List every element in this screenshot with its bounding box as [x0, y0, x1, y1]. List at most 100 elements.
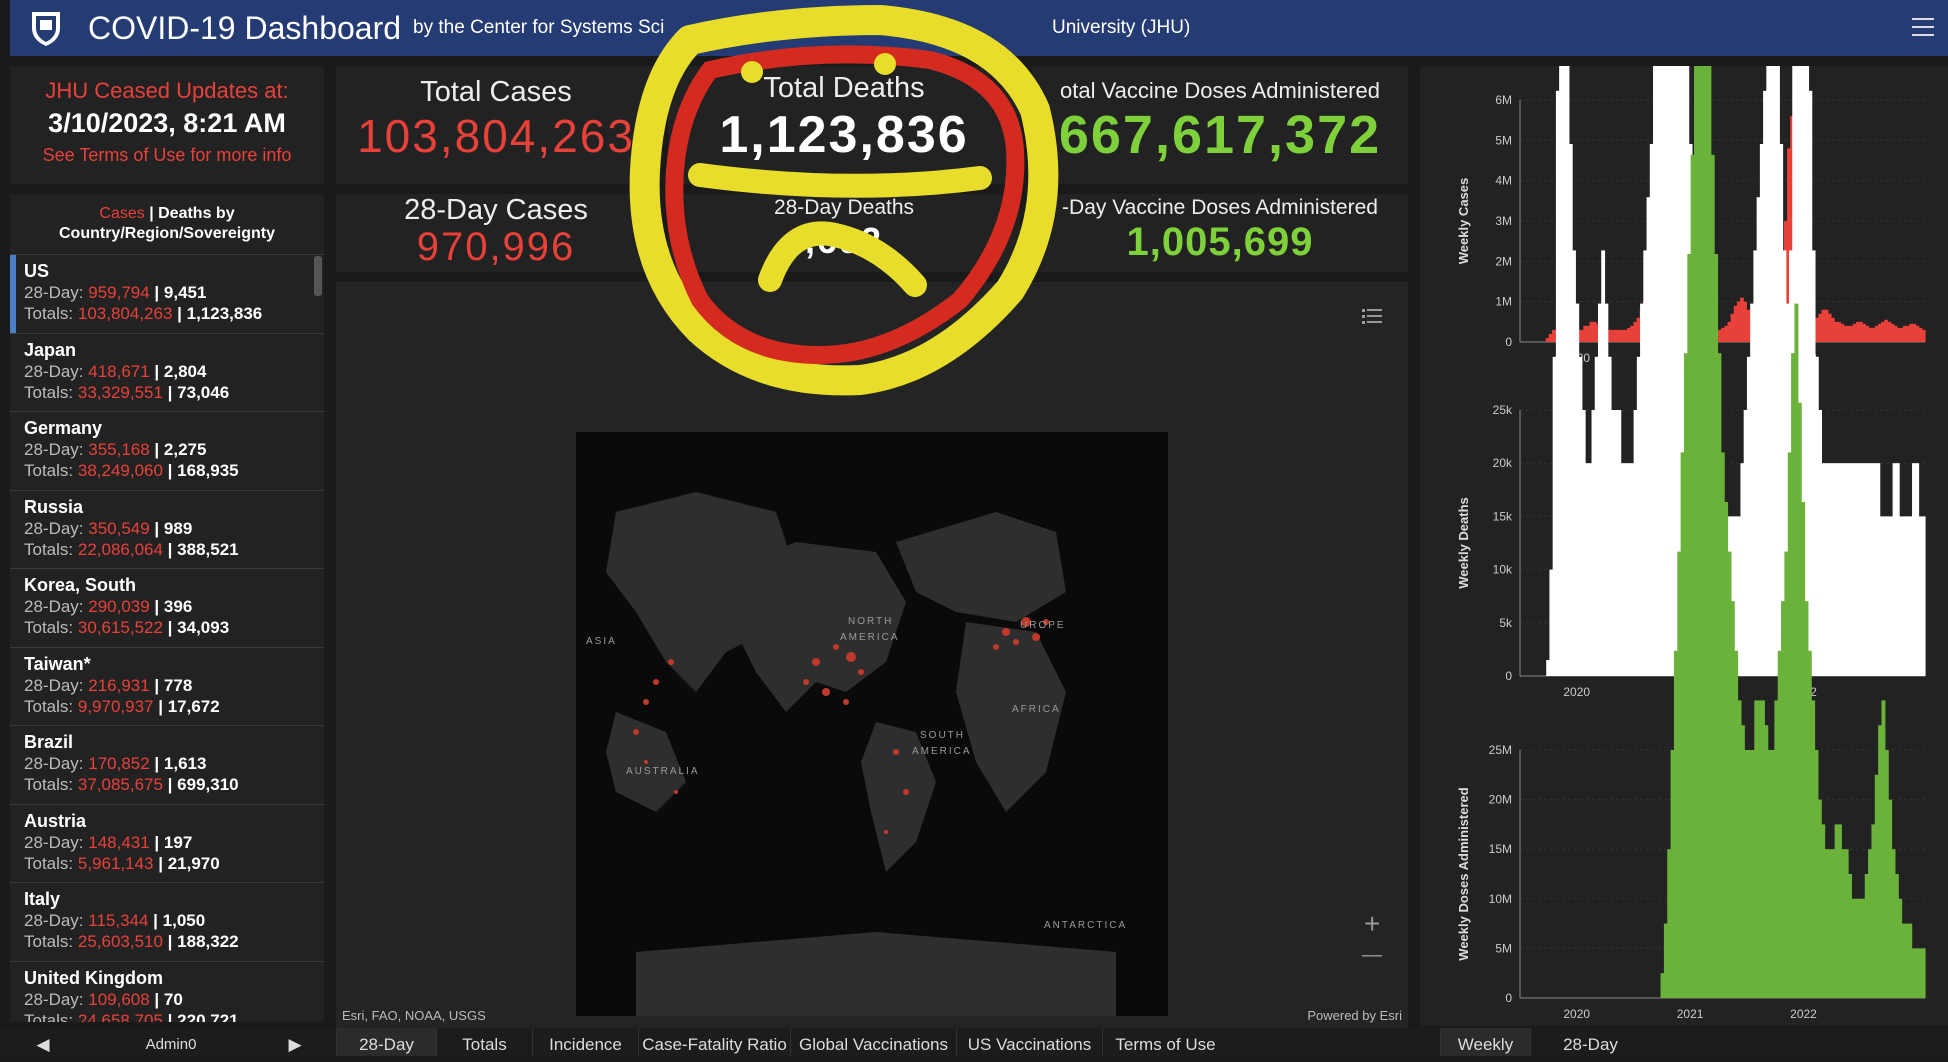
- tab-terms-of-use[interactable]: Terms of Use: [1102, 1028, 1228, 1056]
- bar: [1790, 116, 1794, 342]
- bar: [1864, 874, 1869, 998]
- y-axis-label: Weekly Cases: [1456, 178, 1471, 265]
- tab-global-vaccinations[interactable]: Global Vaccinations: [790, 1028, 956, 1056]
- bar: [1545, 337, 1550, 342]
- bar: [1672, 0, 1677, 676]
- list-scrollbar[interactable]: [314, 256, 322, 296]
- bar: [1840, 463, 1845, 676]
- bar: [1721, 327, 1725, 342]
- bar: [1757, 700, 1762, 998]
- list-item[interactable]: Russia 28-Day: 350,549 | 989 Totals: 22,08…: [10, 489, 324, 569]
- country-list-panel: Cases | Deaths by Country/Region/Soverei…: [10, 194, 324, 1022]
- country-name: Italy: [24, 889, 61, 909]
- bar: [1614, 329, 1619, 342]
- d28-cases: 170,852: [88, 754, 150, 773]
- prev-page-button[interactable]: ◀: [36, 1035, 50, 1054]
- total-deaths: 220,721: [177, 1010, 239, 1023]
- map-label-america: AMERICA: [840, 632, 900, 643]
- bar: [1904, 923, 1909, 998]
- terms-link[interactable]: See Terms of Use for more info: [42, 145, 292, 165]
- bar: [1908, 516, 1913, 676]
- d28-cases-box: 28-Day Cases 970,996: [336, 194, 656, 272]
- next-page-button[interactable]: ▶: [288, 1035, 302, 1054]
- chart-2[interactable]: 0 5M 10M 15M 20M 25M Weekly Doses Administered…: [1456, 0, 1926, 1021]
- bar: [1888, 799, 1893, 998]
- list-item[interactable]: US 28-Day: 959,794 | 9,451 Totals: 103,804…: [10, 254, 324, 333]
- tab-us-vaccinations[interactable]: US Vaccinations: [956, 1028, 1102, 1056]
- zoom-in-button[interactable]: +: [1364, 908, 1381, 939]
- total-cases: 37,085,675: [77, 775, 163, 794]
- bar: [1868, 849, 1873, 998]
- bar: [1794, 303, 1799, 999]
- chart-tab-28-day[interactable]: 28-Day: [1530, 1028, 1650, 1056]
- map-credit-right[interactable]: Powered by Esri: [1307, 1008, 1402, 1023]
- total-cases: 30,615,522: [77, 618, 163, 637]
- bar: [1866, 463, 1871, 676]
- total-cases: 33,329,551: [77, 382, 163, 402]
- bar: [1814, 750, 1819, 998]
- bar: [1771, 750, 1775, 998]
- bar: [1730, 601, 1735, 998]
- bar: [1894, 874, 1899, 998]
- tab-case-fatality-ratio[interactable]: Case-Fatality Ratio: [638, 1028, 790, 1056]
- tab-28-day[interactable]: 28-Day: [336, 1028, 436, 1056]
- sep: |: [162, 461, 178, 480]
- bar: [1892, 463, 1897, 676]
- bar: [1807, 650, 1812, 998]
- tab-totals[interactable]: Totals: [436, 1028, 532, 1056]
- bar: [1659, 0, 1664, 677]
- sep: |: [149, 518, 164, 538]
- country-name: Brazil: [24, 732, 74, 752]
- sep: |: [162, 932, 178, 951]
- total-deaths: 388,521: [177, 539, 239, 559]
- total-vaccine-value: 667,617,372: [1058, 105, 1382, 165]
- zoom-out-button[interactable]: —: [1362, 944, 1382, 966]
- bar: [1617, 329, 1622, 342]
- charts-svg: 0 1M 2M 3M 4M 5M 6M Weekly Cases 2020 2021 2022 0 5k…: [1456, 0, 1926, 1021]
- bar: [1608, 329, 1613, 342]
- bar: [1874, 325, 1879, 342]
- total-deaths: 21,970: [167, 853, 220, 873]
- bar: [1744, 750, 1749, 998]
- bar: [1817, 799, 1822, 998]
- bar: [1899, 516, 1903, 676]
- list-item[interactable]: Taiwan* 28-Day: 216,931 | 778 Totals: 9,97…: [10, 646, 324, 726]
- world-map[interactable]: NORTH AMERICA ASIA UROPE AFRICA SOUTH AM…: [576, 432, 1168, 1016]
- total-cases: 22,086,064: [77, 539, 163, 559]
- list-item[interactable]: Japan 28-Day: 418,671 | 2,804 Totals: 33,3…: [10, 332, 324, 412]
- bar: [1915, 325, 1920, 342]
- bar: [1808, 90, 1813, 677]
- total-vaccine-box: otal Vaccine Doses Administered 667,617,…: [1032, 66, 1408, 184]
- admin-level-label: Admin0: [145, 1036, 197, 1053]
- list-item[interactable]: Austria 28-Day: 148,431 | 197 Totals: 5,96…: [10, 803, 324, 883]
- list-item[interactable]: United Kingdom 28-Day: 109,608 | 70 Totals…: [10, 960, 324, 1023]
- tab-incidence[interactable]: Incidence: [532, 1028, 638, 1056]
- menu-icon[interactable]: [1912, 18, 1934, 38]
- bar: [1597, 303, 1602, 676]
- x-tick-label: 2022: [1790, 1007, 1817, 1021]
- bar: [1905, 516, 1910, 676]
- bar: [1730, 313, 1735, 342]
- bar: [1921, 948, 1926, 998]
- bar: [1591, 410, 1596, 676]
- bar: [1898, 898, 1903, 998]
- sep: |: [149, 361, 164, 381]
- bar: [1784, 551, 1789, 998]
- map-label-antarctica: ANTARCTICA: [1044, 920, 1127, 931]
- d28-label: 28-Day:: [24, 989, 89, 1009]
- y-tick-label: 0: [1505, 991, 1512, 1005]
- list-icon[interactable]: [1362, 308, 1382, 326]
- total-vaccine-label: otal Vaccine Doses Administered: [1060, 78, 1380, 103]
- list-item[interactable]: Germany 28-Day: 355,168 | 2,275 Totals: 38…: [10, 411, 324, 490]
- chart-tab-weekly[interactable]: Weekly: [1440, 1028, 1530, 1056]
- sep: |: [148, 911, 163, 930]
- bar: [1878, 725, 1883, 998]
- list-item[interactable]: Italy 28-Day: 115,344 | 1,050 Totals: 25,6…: [10, 882, 324, 961]
- bar: [1630, 463, 1635, 676]
- total-cases: 5,961,143: [77, 853, 154, 873]
- bar: [1670, 750, 1675, 998]
- bar: [1879, 516, 1884, 676]
- sep: |: [172, 304, 187, 323]
- list-item[interactable]: Korea, South 28-Day: 290,039 | 396 Totals:…: [10, 568, 324, 647]
- list-item[interactable]: Brazil 28-Day: 170,852 | 1,613 Totals: 37,…: [10, 725, 324, 804]
